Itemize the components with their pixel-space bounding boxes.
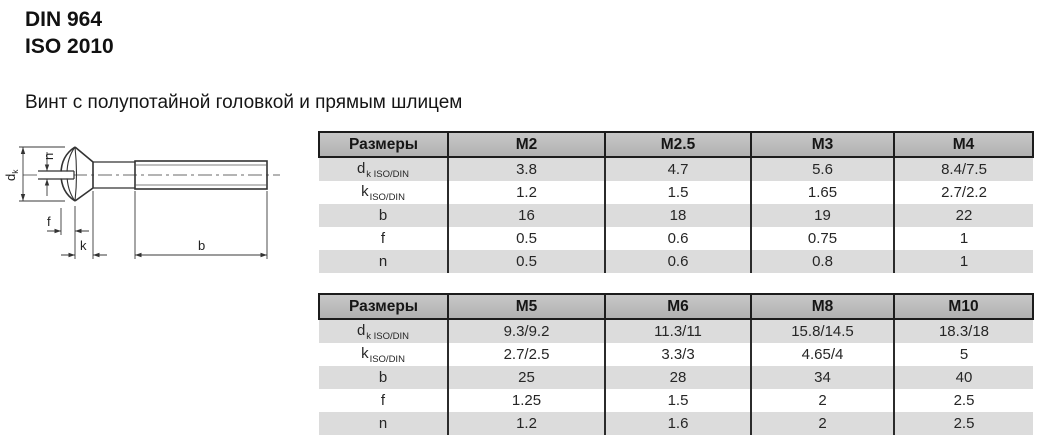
column-header-size: M8 xyxy=(750,293,895,320)
value-cell: 1.25 xyxy=(447,389,605,412)
value-cell: 1.5 xyxy=(604,389,751,412)
column-header-dimensions: Размеры xyxy=(318,293,449,320)
value-cell: 4.7 xyxy=(604,157,751,181)
column-header-size: M2.5 xyxy=(604,131,752,158)
value-cell: 3.8 xyxy=(447,157,605,181)
value-cell: 2.7/2.5 xyxy=(447,343,605,366)
table-row: dk ISO/DIN 9.3/9.2 11.3/11 15.8/14.5 18.3/18 xyxy=(319,319,1033,343)
value-cell: 2.7/2.2 xyxy=(893,181,1033,204)
value-cell: 22 xyxy=(893,204,1033,227)
table-header-row: Размеры M2 M2.5 M3 M4 xyxy=(318,131,1034,158)
value-cell: 2 xyxy=(750,412,894,435)
screw-technical-drawing: dk n f k b xyxy=(5,146,280,259)
value-cell: 16 xyxy=(447,204,605,227)
value-cell: 3.3/3 xyxy=(604,343,751,366)
table-row: kISO/DIN 2.7/2.5 3.3/3 4.65/4 5 xyxy=(319,343,1033,366)
table-row: b 25 28 34 40 xyxy=(319,366,1033,389)
table-m2-m4: Размеры M2 M2.5 M3 M4 dk ISO/DIN 3.8 4.7 5.6 8.4… xyxy=(318,131,1034,273)
row-label: n xyxy=(319,250,448,273)
column-header-dimensions: Размеры xyxy=(318,131,449,158)
table-m5-m10: Размеры M5 M6 M8 M10 dk ISO/DIN 9.3/9.2 11.3/1… xyxy=(318,293,1034,435)
table-row: n 1.2 1.6 2 2.5 xyxy=(319,412,1033,435)
value-cell: 1 xyxy=(893,250,1033,273)
dimension-lines xyxy=(19,146,268,259)
value-cell: 0.8 xyxy=(750,250,894,273)
head-junction xyxy=(74,146,78,202)
value-cell: 34 xyxy=(750,366,894,389)
page-title: Винт с полупотайной головкой и прямым шл… xyxy=(25,92,463,113)
column-header-size: M2 xyxy=(447,131,606,158)
value-cell: 1.6 xyxy=(604,412,751,435)
value-cell: 5.6 xyxy=(750,157,894,181)
table-row: kISO/DIN 1.2 1.5 1.65 2.7/2.2 xyxy=(319,181,1033,204)
value-cell: 0.6 xyxy=(604,227,751,250)
value-cell: 11.3/11 xyxy=(604,319,751,343)
row-label: dk ISO/DIN xyxy=(319,157,448,181)
row-label: kISO/DIN xyxy=(319,343,448,366)
row-label: b xyxy=(319,366,448,389)
dimension-arrows xyxy=(20,147,267,258)
dimensions-table-m5-m10: Размеры M5 M6 M8 M10 dk ISO/DIN 9.3/9.2 11.3/1… xyxy=(318,293,1034,435)
value-cell: 18.3/18 xyxy=(893,319,1033,343)
thread-body xyxy=(134,160,268,190)
label-k: k xyxy=(80,238,87,253)
shank xyxy=(93,161,135,189)
row-label: f xyxy=(319,389,448,412)
table-header-row: Размеры M5 M6 M8 M10 xyxy=(318,293,1034,320)
table-row: n 0.5 0.6 0.8 1 xyxy=(319,250,1033,273)
value-cell: 1.2 xyxy=(447,412,605,435)
value-cell: 2.5 xyxy=(893,389,1033,412)
value-cell: 5 xyxy=(893,343,1033,366)
table-row: f 1.25 1.5 2 2.5 xyxy=(319,389,1033,412)
value-cell: 9.3/9.2 xyxy=(447,319,605,343)
screw-outline xyxy=(60,146,268,202)
row-label: kISO/DIN xyxy=(319,181,448,204)
value-cell: 28 xyxy=(604,366,751,389)
row-label: b xyxy=(319,204,448,227)
value-cell: 19 xyxy=(750,204,894,227)
row-label: n xyxy=(319,412,448,435)
value-cell: 0.6 xyxy=(604,250,751,273)
dimensions-table-m2-m4: Размеры M2 M2.5 M3 M4 dk ISO/DIN 3.8 4.7 5.6 8.4… xyxy=(318,131,1034,273)
value-cell: 2.5 xyxy=(893,412,1033,435)
label-b: b xyxy=(198,238,205,253)
row-label: dk ISO/DIN xyxy=(319,319,448,343)
label-f: f xyxy=(47,214,51,229)
value-cell: 0.5 xyxy=(447,250,605,273)
value-cell: 0.5 xyxy=(447,227,605,250)
value-cell: 2 xyxy=(750,389,894,412)
column-header-size: M3 xyxy=(750,131,895,158)
value-cell: 1.5 xyxy=(604,181,751,204)
thread-root-lines xyxy=(135,164,267,186)
table-row: b 16 18 19 22 xyxy=(319,204,1033,227)
column-header-size: M5 xyxy=(447,293,606,320)
label-n: n xyxy=(41,153,56,160)
value-cell: 1 xyxy=(893,227,1033,250)
row-label: f xyxy=(319,227,448,250)
table-row: f 0.5 0.6 0.75 1 xyxy=(319,227,1033,250)
value-cell: 18 xyxy=(604,204,751,227)
value-cell: 8.4/7.5 xyxy=(893,157,1033,181)
standard-din: DIN 964 xyxy=(25,8,103,31)
value-cell: 1.2 xyxy=(447,181,605,204)
value-cell: 0.75 xyxy=(750,227,894,250)
value-cell: 1.65 xyxy=(750,181,894,204)
value-cell: 40 xyxy=(893,366,1033,389)
label-dk: dk xyxy=(5,169,20,181)
value-cell: 4.65/4 xyxy=(750,343,894,366)
column-header-size: M6 xyxy=(604,293,752,320)
column-header-size: M10 xyxy=(893,293,1034,320)
slot xyxy=(38,170,75,180)
table-row: dk ISO/DIN 3.8 4.7 5.6 8.4/7.5 xyxy=(319,157,1033,181)
value-cell: 25 xyxy=(447,366,605,389)
standard-titles: DIN 964 ISO 2010 xyxy=(25,6,114,60)
standard-iso: ISO 2010 xyxy=(25,35,114,58)
head-cone xyxy=(74,146,94,202)
value-cell: 15.8/14.5 xyxy=(750,319,894,343)
column-header-size: M4 xyxy=(893,131,1034,158)
